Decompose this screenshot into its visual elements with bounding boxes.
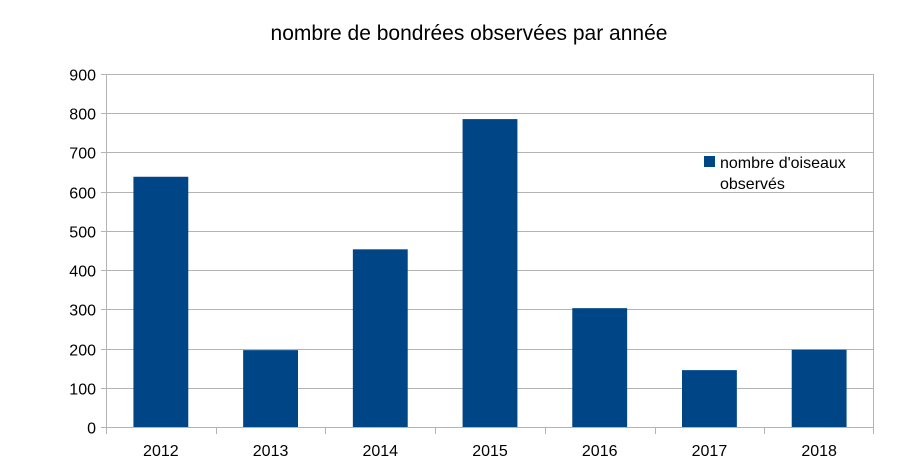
x-tick-label: 2015 [472, 443, 508, 460]
legend-label: observés [720, 176, 785, 193]
legend-swatch [704, 156, 715, 167]
axes [101, 74, 874, 434]
x-tick-label: 2013 [253, 443, 289, 460]
y-tick-label: 200 [69, 343, 96, 360]
bar-2014 [352, 249, 408, 427]
chart-title: nombre de bondrées observées par année [271, 22, 668, 45]
x-tick-label: 2018 [801, 443, 837, 460]
y-tick-label: 300 [69, 303, 96, 320]
bar-2018 [791, 349, 847, 427]
bars [133, 119, 847, 427]
legend: nombre d'oiseaux observés [704, 155, 846, 193]
y-tick-label: 0 [87, 421, 96, 438]
y-tick-label: 900 [69, 68, 96, 85]
y-tick-label: 800 [69, 107, 96, 124]
bar-2013 [243, 350, 298, 427]
x-tick-label: 2016 [582, 443, 618, 460]
x-axis-tick-labels: 2012 2013 2014 2015 2016 2017 2018 [143, 443, 837, 460]
legend-label: nombre d'oiseaux [720, 155, 846, 172]
bar-2012 [133, 176, 189, 427]
x-tick-label: 2012 [143, 443, 179, 460]
x-tick-label: 2017 [692, 443, 728, 460]
y-axis-tick-labels: 0 100 200 300 400 500 600 700 800 900 [69, 68, 96, 438]
y-tick-label: 700 [69, 146, 96, 163]
x-tick-label: 2014 [362, 443, 398, 460]
bar-2017 [682, 370, 737, 427]
y-tick-label: 600 [69, 186, 96, 203]
bar-2016 [572, 308, 628, 427]
y-tick-label: 100 [69, 382, 96, 399]
bar-2015 [462, 119, 518, 427]
y-tick-label: 500 [69, 225, 96, 242]
y-tick-label: 400 [69, 264, 96, 281]
